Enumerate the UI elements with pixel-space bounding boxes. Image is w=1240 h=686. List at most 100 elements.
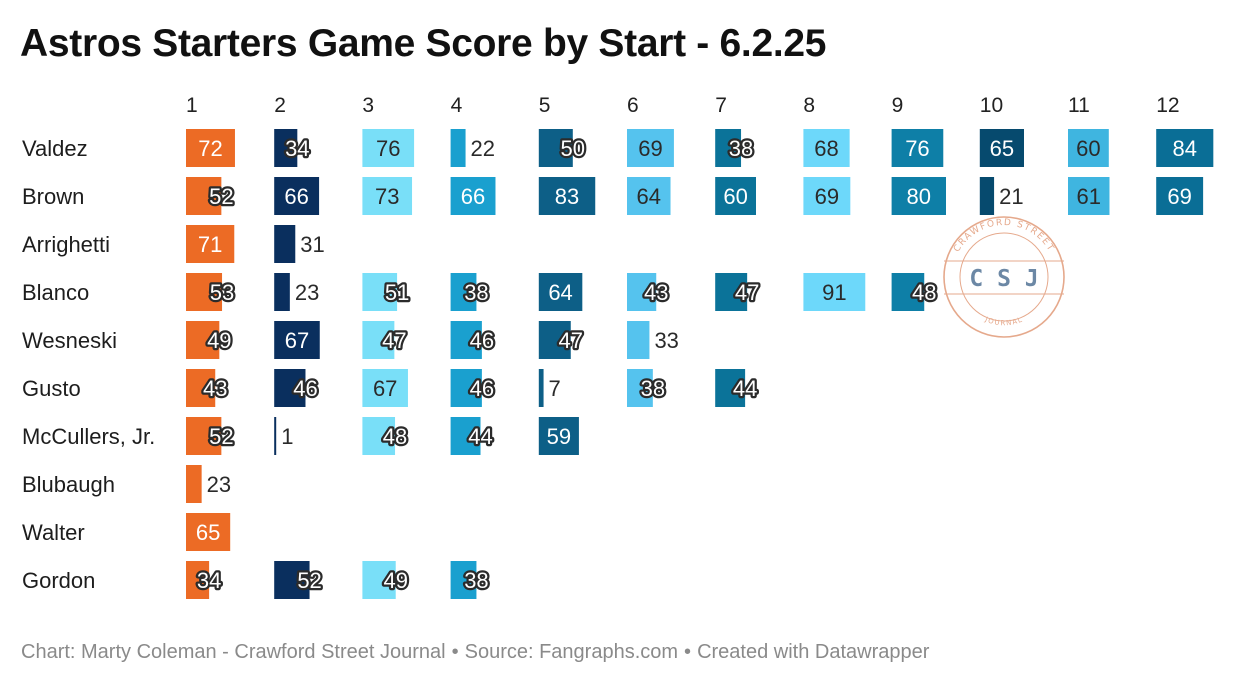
bar	[538, 417, 579, 455]
bar	[362, 561, 396, 599]
bar	[627, 273, 657, 311]
bar	[715, 177, 756, 215]
data-label: 68	[814, 136, 838, 161]
bar	[627, 321, 650, 359]
data-label: 66	[461, 184, 485, 209]
data-label: 43	[203, 376, 227, 401]
data-label: 47	[559, 328, 583, 353]
data-label: 69	[815, 184, 839, 209]
column-label-3: 3	[362, 94, 374, 117]
column-label-2: 2	[274, 94, 286, 117]
column-label-6: 6	[627, 94, 639, 117]
watermark-inner-ring	[959, 232, 1049, 322]
data-label: 38	[729, 136, 753, 161]
data-label: 23	[295, 280, 319, 305]
data-label: 46	[470, 376, 494, 401]
column-label-10: 10	[980, 94, 1003, 117]
row-label: Wesneski	[22, 328, 117, 353]
bar	[715, 273, 748, 311]
data-label: 49	[383, 568, 407, 593]
bar	[274, 321, 320, 359]
data-label: 1	[281, 424, 293, 449]
bar	[274, 129, 298, 167]
data-label: 47	[735, 280, 759, 305]
bar	[186, 369, 216, 407]
data-label: 38	[464, 280, 488, 305]
bar	[362, 177, 413, 215]
bar	[274, 417, 277, 455]
column-label-7: 7	[715, 94, 727, 117]
bar	[891, 129, 944, 167]
footer-credit: Chart: Marty Coleman - Crawford Street J…	[21, 641, 446, 663]
data-label: 59	[547, 424, 571, 449]
data-label: 72	[198, 136, 222, 161]
column-label-11: 11	[1068, 94, 1090, 117]
data-label: 91	[822, 280, 846, 305]
data-label: 64	[548, 280, 572, 305]
footer-separator: •	[451, 641, 459, 663]
data-label: 21	[999, 184, 1023, 209]
data-label: 66	[284, 184, 308, 209]
bar	[362, 273, 398, 311]
footer-tool: Created with Datawrapper	[697, 641, 930, 663]
watermark-ring-bottom-text: JOURNAL	[983, 315, 1024, 327]
bar	[362, 369, 408, 407]
data-label: 76	[376, 136, 400, 161]
row-label: Brown	[22, 184, 84, 209]
data-label: 38	[464, 568, 488, 593]
column-label-5: 5	[539, 94, 551, 117]
bar	[186, 225, 235, 263]
data-label: 48	[912, 280, 936, 305]
data-label: 48	[383, 424, 407, 449]
data-label: 34	[285, 136, 309, 161]
bar	[186, 513, 231, 551]
bar	[538, 177, 596, 215]
bar	[186, 273, 223, 311]
row-label: Gusto	[22, 376, 81, 401]
bar	[1156, 177, 1204, 215]
column-label-9: 9	[892, 94, 904, 117]
bar	[186, 129, 235, 167]
data-label: 83	[555, 184, 579, 209]
data-label: 31	[300, 232, 324, 257]
bar	[186, 321, 220, 359]
csj-watermark: CRAWFORD STREET JOURNAL C S J	[943, 216, 1065, 338]
footer-separator: •	[684, 641, 692, 663]
data-label: 60	[723, 184, 747, 209]
data-label: 80	[907, 184, 931, 209]
bar	[450, 369, 482, 407]
bar	[538, 273, 583, 311]
data-label: 43	[644, 280, 668, 305]
data-label: 65	[990, 136, 1014, 161]
bar	[715, 369, 746, 407]
row-label: Walter	[22, 520, 85, 545]
bar	[274, 369, 306, 407]
row-label: Gordon	[22, 568, 95, 593]
chart-title: Astros Starters Game Score by Start - 6.…	[20, 22, 827, 65]
data-label: 61	[1076, 184, 1100, 209]
column-label-12: 12	[1156, 94, 1179, 117]
watermark-outer-ring	[943, 216, 1065, 338]
data-label: 46	[293, 376, 317, 401]
data-label: 33	[654, 328, 678, 353]
data-label: 84	[1173, 136, 1197, 161]
data-label: 51	[385, 280, 409, 305]
bar	[186, 561, 210, 599]
column-label-1: 1	[186, 94, 198, 117]
bar	[627, 177, 671, 215]
bar	[538, 369, 544, 407]
bar	[538, 321, 571, 359]
data-label: 23	[207, 472, 231, 497]
data-label: 60	[1076, 136, 1100, 161]
data-label: 69	[638, 136, 662, 161]
bar	[627, 369, 653, 407]
bar	[891, 177, 946, 215]
bar	[891, 273, 925, 311]
bar	[362, 129, 415, 167]
data-label: 67	[285, 328, 309, 353]
data-label: 52	[297, 568, 321, 593]
data-label: 67	[373, 376, 397, 401]
data-label: 22	[471, 136, 495, 161]
watermark-ring-top-text: CRAWFORD STREET	[952, 218, 1056, 254]
